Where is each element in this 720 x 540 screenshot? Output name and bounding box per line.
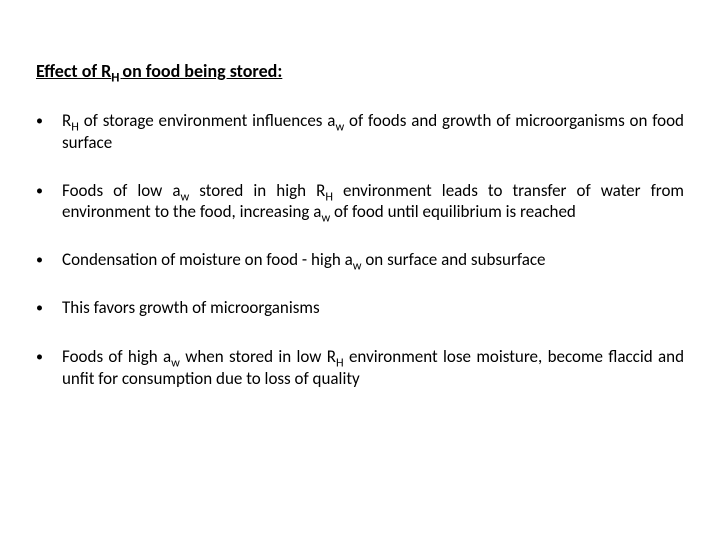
bullet-text: RH of storage environment influences aw … bbox=[62, 110, 684, 154]
subscript: w bbox=[353, 258, 362, 273]
bullet-icon: • bbox=[36, 249, 62, 271]
subscript: H bbox=[325, 189, 333, 204]
subscript: H bbox=[336, 355, 344, 370]
subscript: H bbox=[71, 119, 79, 134]
subscript: w bbox=[181, 189, 190, 204]
bullet-text: Foods of low aw stored in high RH enviro… bbox=[62, 180, 684, 224]
list-item: •Condensation of moisture on food - high… bbox=[36, 249, 684, 271]
bullet-icon: • bbox=[36, 180, 62, 202]
bullet-text: Foods of high aw when stored in low RH e… bbox=[62, 346, 684, 390]
bullet-text: Condensation of moisture on food - high … bbox=[62, 249, 684, 271]
title-sub: H bbox=[111, 71, 122, 86]
slide-page: Effect of RH on food being stored: •RH o… bbox=[0, 0, 720, 540]
subscript: w bbox=[171, 355, 180, 370]
subscript: w bbox=[321, 211, 330, 226]
list-item: •This favors growth of microorganisms bbox=[36, 297, 684, 319]
title-pre: Effect of R bbox=[36, 60, 111, 82]
bullet-icon: • bbox=[36, 297, 62, 319]
list-item: •Foods of high aw when stored in low RH … bbox=[36, 346, 684, 390]
bullet-icon: • bbox=[36, 346, 62, 368]
list-item: •RH of storage environment influences aw… bbox=[36, 110, 684, 154]
title-post: on food being stored: bbox=[122, 60, 282, 82]
bullet-list: •RH of storage environment influences aw… bbox=[36, 110, 684, 389]
bullet-icon: • bbox=[36, 110, 62, 132]
list-item: •Foods of low aw stored in high RH envir… bbox=[36, 180, 684, 224]
bullet-text: This favors growth of microorganisms bbox=[62, 297, 684, 319]
subscript: w bbox=[335, 119, 344, 134]
slide-title: Effect of RH on food being stored: bbox=[36, 60, 684, 82]
